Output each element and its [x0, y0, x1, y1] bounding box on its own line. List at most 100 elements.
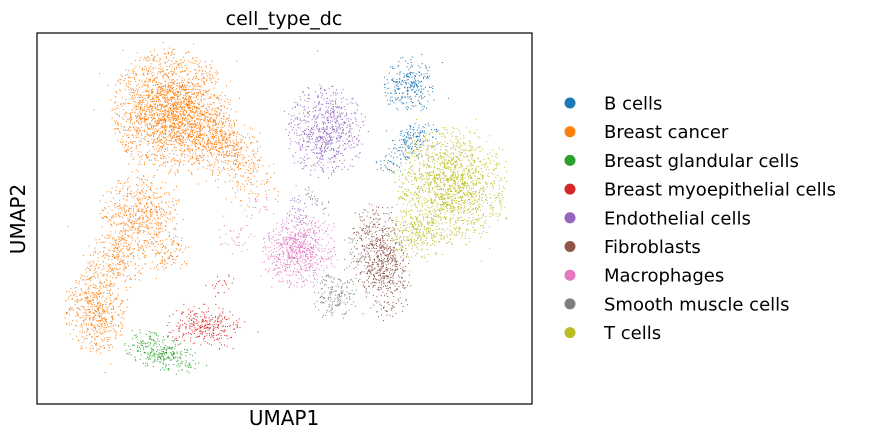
cell-point	[153, 103, 155, 105]
cell-point	[169, 89, 171, 91]
cell-point	[190, 149, 192, 151]
cell-point	[127, 186, 129, 188]
cell-point	[235, 174, 237, 176]
cell-point	[159, 88, 161, 90]
cell-point	[280, 245, 282, 247]
cell-point	[168, 85, 169, 87]
cell-point	[134, 111, 136, 113]
cell-point	[156, 188, 158, 190]
cell-point	[278, 257, 280, 259]
cell-point	[126, 194, 128, 196]
cell-point	[315, 241, 317, 243]
cell-point	[176, 203, 177, 205]
cell-point	[175, 141, 177, 143]
cell-point	[106, 287, 107, 289]
cell-point	[158, 135, 160, 137]
cell-point	[126, 83, 127, 85]
cell-point	[302, 252, 303, 254]
cell-point	[136, 184, 137, 186]
cell-point	[303, 280, 304, 282]
cell-point	[330, 251, 332, 253]
cell-point	[223, 154, 225, 156]
cell-point	[127, 129, 129, 131]
cell-point	[195, 69, 197, 71]
cell-point	[315, 254, 317, 255]
cell-point	[250, 178, 252, 180]
cell-point	[181, 264, 183, 266]
cell-point	[109, 290, 111, 292]
cell-point	[209, 150, 211, 152]
cell-point	[156, 227, 158, 229]
cell-point	[314, 222, 316, 224]
cell-point	[149, 80, 151, 82]
cell-point	[139, 109, 141, 111]
cell-point	[147, 205, 149, 207]
cell-point	[172, 83, 174, 85]
cell-point	[205, 66, 207, 68]
cell-point	[130, 119, 132, 120]
cell-point	[187, 104, 189, 105]
cell-point	[177, 120, 179, 122]
cell-point	[288, 264, 290, 266]
cell-point	[179, 134, 181, 136]
cell-point	[228, 169, 230, 171]
cell-point	[180, 141, 182, 143]
cell-point	[150, 208, 152, 210]
cell-point	[153, 105, 155, 107]
cell-point	[192, 106, 194, 108]
cell-point	[197, 139, 199, 141]
cell-point	[154, 78, 155, 80]
cell-point	[129, 227, 131, 228]
cell-point	[207, 155, 209, 157]
cell-point	[313, 275, 314, 277]
cell-point	[316, 264, 318, 266]
cell-point	[103, 310, 105, 312]
cell-point	[174, 163, 176, 165]
cell-point	[164, 211, 166, 213]
cell-point	[162, 75, 164, 77]
cell-point	[167, 93, 169, 95]
cell-point	[83, 306, 85, 308]
cell-point	[150, 212, 152, 214]
cell-point	[195, 110, 197, 112]
cell-point	[214, 130, 216, 132]
cell-point	[140, 108, 142, 110]
cell-point	[144, 250, 146, 252]
cell-point	[137, 116, 139, 118]
cell-point	[217, 131, 218, 133]
cell-point	[320, 244, 322, 246]
cell-point	[96, 271, 98, 273]
cell-point	[176, 104, 178, 106]
cell-point	[107, 338, 109, 340]
cell-point	[148, 79, 150, 81]
cell-point	[181, 62, 183, 64]
cell-point	[131, 143, 133, 145]
cell-point	[138, 103, 140, 105]
cell-point	[200, 156, 202, 158]
cell-point	[85, 312, 87, 314]
cell-point	[164, 226, 166, 227]
cell-point	[147, 86, 149, 88]
cell-point	[207, 109, 208, 111]
cell-point	[84, 283, 86, 285]
cell-point	[286, 221, 288, 223]
cell-point	[153, 205, 155, 207]
cell-point	[178, 164, 180, 166]
cell-point	[177, 64, 179, 66]
cell-point	[191, 119, 193, 121]
cell-point	[181, 123, 183, 125]
cell-point	[255, 153, 257, 154]
cell-point	[157, 73, 159, 75]
cell-point	[298, 235, 300, 237]
cell-point	[201, 156, 203, 158]
cell-point	[298, 272, 300, 273]
cell-point	[126, 196, 128, 197]
cell-point	[178, 125, 180, 126]
cell-point	[290, 245, 291, 247]
cell-point	[195, 131, 197, 133]
cell-point	[101, 209, 103, 211]
cell-point	[106, 255, 107, 257]
cell-point	[295, 217, 297, 219]
cell-point	[305, 256, 307, 258]
cell-point	[117, 180, 119, 182]
